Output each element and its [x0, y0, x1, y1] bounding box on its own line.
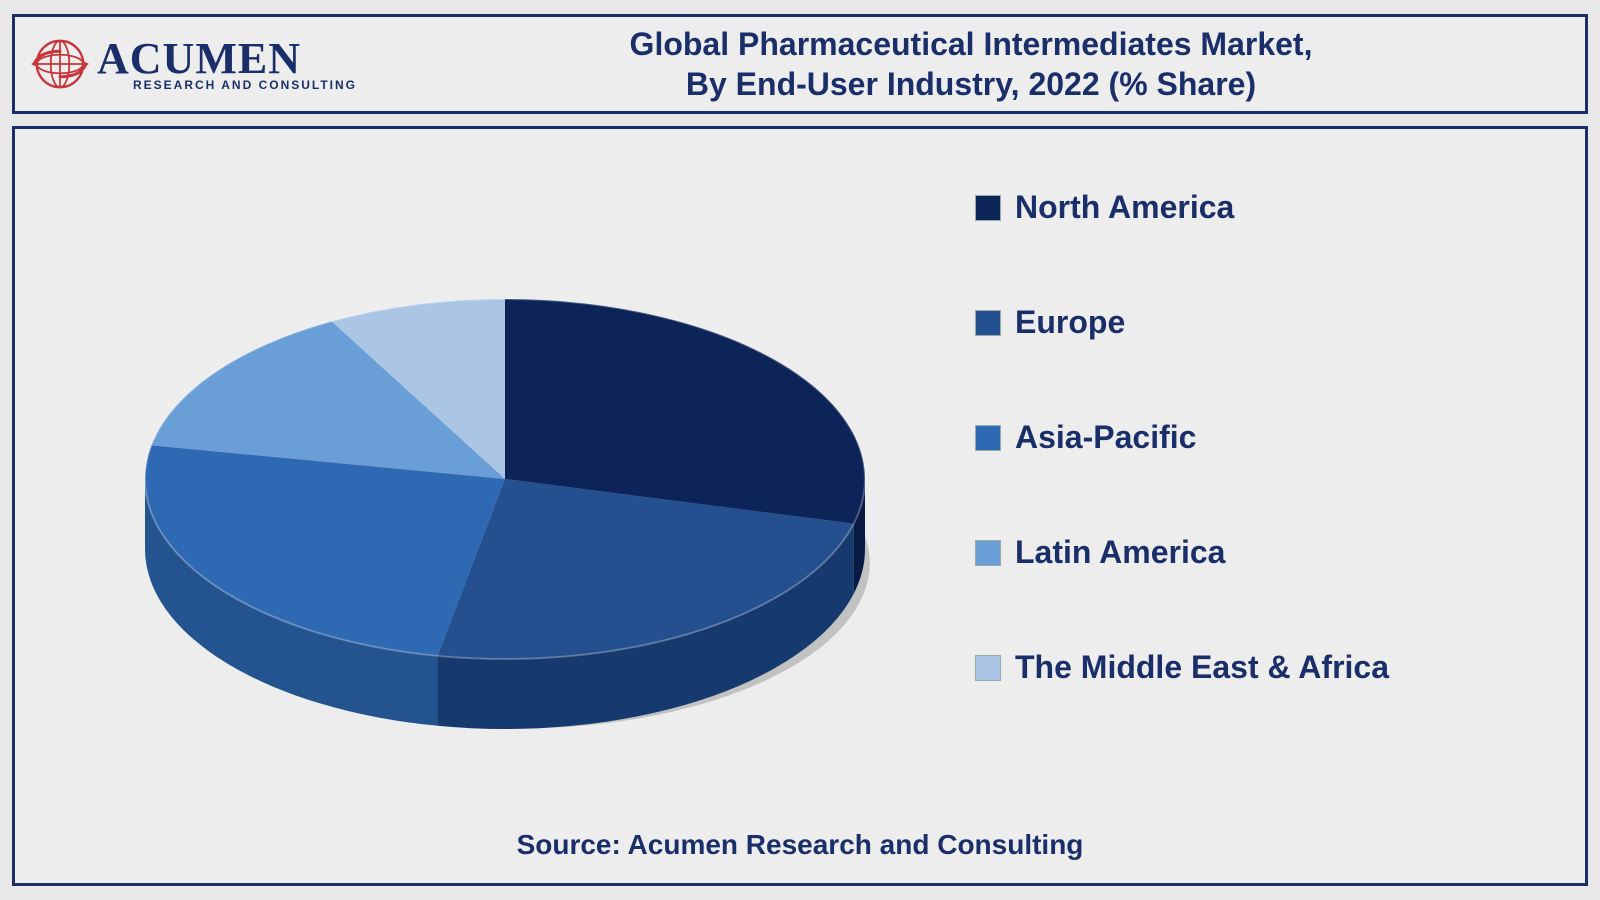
pie-chart	[95, 239, 915, 759]
brand-name-sub: RESEARCH AND CONSULTING	[133, 79, 357, 91]
chart-title: Global Pharmaceutical Intermediates Mark…	[357, 24, 1585, 104]
globe-icon	[31, 35, 89, 93]
legend-label: North America	[1015, 189, 1234, 226]
legend-item: Europe	[975, 304, 1505, 341]
legend-label: Latin America	[1015, 534, 1225, 571]
legend-item: North America	[975, 189, 1505, 226]
header-bar: ACUMEN RESEARCH AND CONSULTING Global Ph…	[12, 14, 1588, 114]
source-text: Source: Acumen Research and Consulting	[15, 829, 1585, 861]
brand-name-main: ACUMEN	[97, 37, 357, 81]
infographic-frame: ACUMEN RESEARCH AND CONSULTING Global Ph…	[0, 0, 1600, 900]
legend-swatch	[975, 425, 1001, 451]
legend-swatch	[975, 655, 1001, 681]
legend-item: The Middle East & Africa	[975, 649, 1505, 686]
chart-title-line2: By End-User Industry, 2022 (% Share)	[357, 64, 1585, 104]
chart-title-line1: Global Pharmaceutical Intermediates Mark…	[357, 24, 1585, 64]
legend-swatch	[975, 195, 1001, 221]
pie-chart-svg	[95, 239, 915, 759]
legend-label: The Middle East & Africa	[1015, 649, 1389, 686]
body-panel: North America Europe Asia-Pacific Latin Ame…	[12, 126, 1588, 886]
brand-text: ACUMEN RESEARCH AND CONSULTING	[97, 37, 357, 91]
legend-swatch	[975, 310, 1001, 336]
legend: North America Europe Asia-Pacific Latin Ame…	[975, 189, 1505, 686]
legend-swatch	[975, 540, 1001, 566]
legend-item: Latin America	[975, 534, 1505, 571]
legend-item: Asia-Pacific	[975, 419, 1505, 456]
legend-label: Asia-Pacific	[1015, 419, 1196, 456]
brand-logo: ACUMEN RESEARCH AND CONSULTING	[31, 35, 357, 93]
legend-label: Europe	[1015, 304, 1125, 341]
